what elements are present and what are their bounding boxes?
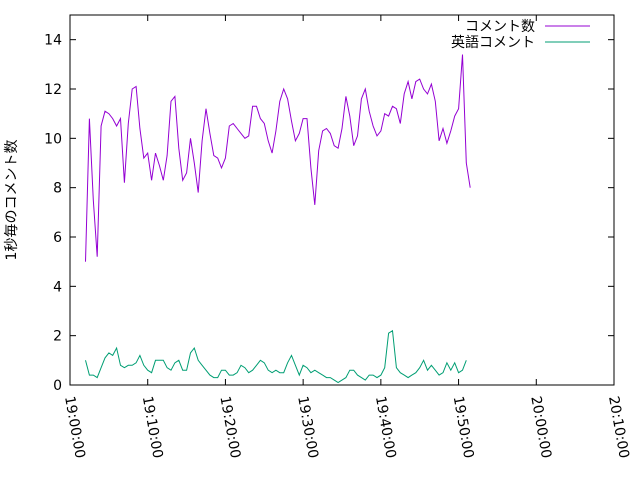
series-layer — [85, 54, 471, 384]
x-axis: 19:00:00 19:10:00 19:20:00 19:30:00 19:40:00… — [61, 15, 632, 460]
x-tick-label: 20:10:00 — [605, 395, 632, 460]
y-tick-label: 2 — [53, 329, 62, 345]
x-tick-label: 19:00:00 — [61, 395, 88, 460]
x-tick-label: 19:10:00 — [139, 395, 166, 460]
series-line-1 — [85, 54, 471, 262]
y-tick-label: 12 — [44, 82, 62, 98]
plot-frame — [69, 14, 615, 386]
x-tick-label: 19:30:00 — [294, 395, 321, 460]
y-tick-label: 14 — [44, 33, 62, 49]
x-tick-label: 19:20:00 — [216, 395, 243, 460]
y-tick-label: 0 — [53, 378, 62, 394]
x-tick-label: 20:00:00 — [527, 395, 554, 460]
legend-label: 英語コメント — [451, 34, 535, 51]
series-line-2 — [85, 329, 467, 384]
y-tick-label: 6 — [53, 230, 62, 246]
y-tick-label: 4 — [53, 279, 62, 295]
y-axis: 0 2 4 6 8 10 12 14 — [44, 33, 614, 394]
y-axis-label: 1秒毎のコメント数 — [4, 140, 20, 261]
y-tick-label: 10 — [44, 131, 62, 147]
x-tick-label: 19:40:00 — [372, 395, 399, 460]
legend-label: コメント数 — [465, 19, 535, 35]
y-tick-label: 8 — [53, 181, 62, 197]
x-tick-label: 19:50:00 — [450, 395, 477, 460]
